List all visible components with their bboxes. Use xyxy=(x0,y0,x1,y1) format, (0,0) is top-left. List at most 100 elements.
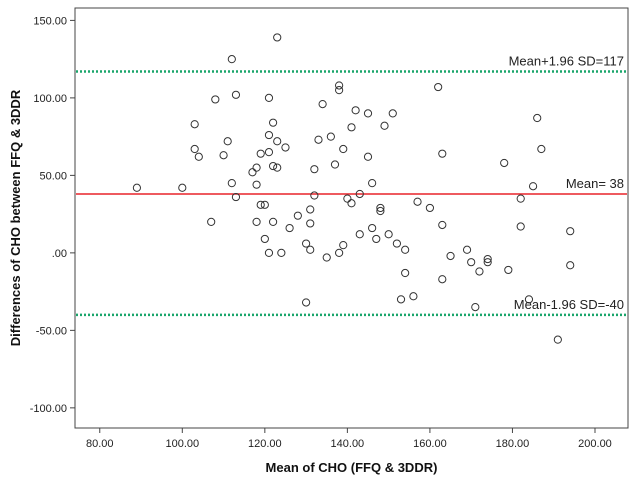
y-tick-label: -50.00 xyxy=(36,325,67,337)
data-point xyxy=(207,217,216,226)
data-point xyxy=(252,217,261,226)
data-point xyxy=(566,227,575,236)
data-point xyxy=(335,81,344,90)
data-point xyxy=(178,183,187,192)
data-point xyxy=(314,135,323,144)
data-point xyxy=(268,118,278,127)
x-tick-label: 200.00 xyxy=(578,438,612,450)
data-point xyxy=(194,152,203,161)
data-point xyxy=(326,132,335,141)
data-point xyxy=(553,335,562,344)
data-point xyxy=(351,106,360,115)
data-point xyxy=(409,292,418,301)
data-point xyxy=(413,197,422,206)
data-point xyxy=(339,241,348,250)
y-tick-label: 50.00 xyxy=(39,170,67,182)
y-tick-label: .00 xyxy=(52,248,67,260)
plot-frame xyxy=(74,7,629,429)
reference-line-label: Mean+1.96 SD=117 xyxy=(509,54,624,69)
data-point xyxy=(285,223,294,233)
data-point xyxy=(347,199,356,208)
data-point xyxy=(355,189,364,199)
y-tick-label: 100.00 xyxy=(33,93,67,105)
data-point xyxy=(264,130,274,140)
data-point xyxy=(260,200,269,209)
data-point xyxy=(318,99,327,109)
y-axis-ticks: 150.00 100.00 50.00 .00 -50.00 -100.00 xyxy=(30,15,75,415)
data-point xyxy=(273,163,282,172)
data-point xyxy=(339,144,348,154)
data-point xyxy=(306,205,315,214)
data-point xyxy=(528,182,538,191)
data-point xyxy=(260,234,269,244)
data-point xyxy=(438,149,447,158)
data-point xyxy=(438,275,447,284)
data-point xyxy=(483,254,492,264)
data-point xyxy=(256,200,265,209)
y-axis-title: Differences of CHO between FFQ & 3DDR xyxy=(8,89,23,346)
data-point xyxy=(504,265,513,275)
data-point xyxy=(462,245,472,254)
y-tick-label: 150.00 xyxy=(33,15,67,27)
reference-line-labels: Mean+1.96 SD=117 Mean= 38 Mean-1.96 SD=-40 xyxy=(509,54,624,312)
data-point xyxy=(248,168,257,177)
data-point xyxy=(425,203,435,213)
data-point xyxy=(335,86,344,95)
data-point xyxy=(343,194,352,203)
data-point xyxy=(252,163,261,172)
data-point xyxy=(264,148,274,157)
data-point xyxy=(537,144,546,154)
x-tick-label: 100.00 xyxy=(165,438,199,450)
data-point xyxy=(438,220,447,230)
data-point xyxy=(190,144,199,154)
data-point xyxy=(302,298,311,307)
data-point xyxy=(372,234,381,244)
data-point xyxy=(277,248,286,257)
data-point xyxy=(376,203,385,213)
x-axis-ticks: 80.00 100.00 120.00 140.00 160.00 180.00 200.0… xyxy=(86,428,612,450)
x-tick-label: 180.00 xyxy=(496,438,530,450)
data-point xyxy=(268,161,278,171)
data-point xyxy=(310,191,319,200)
data-point xyxy=(446,251,455,261)
reference-line-label: Mean-1.96 SD=-40 xyxy=(514,297,624,312)
data-point xyxy=(401,245,410,254)
data-point xyxy=(388,109,397,118)
data-point xyxy=(268,217,278,226)
data-point xyxy=(516,222,525,231)
data-point xyxy=(273,33,282,42)
data-point xyxy=(380,121,389,130)
data-point xyxy=(396,295,406,304)
data-point xyxy=(347,123,356,132)
data-point xyxy=(227,179,236,188)
y-tick-label: -100.00 xyxy=(30,403,67,415)
x-tick-label: 140.00 xyxy=(331,438,365,450)
data-point xyxy=(368,223,377,233)
data-point xyxy=(363,109,373,118)
data-point xyxy=(533,113,542,123)
data-point xyxy=(376,206,385,216)
x-tick-label: 80.00 xyxy=(86,438,114,450)
data-point xyxy=(384,230,393,239)
data-point xyxy=(566,261,575,270)
data-point xyxy=(281,143,290,152)
data-point xyxy=(264,248,274,257)
data-point xyxy=(293,211,302,220)
data-point xyxy=(306,245,315,254)
data-point xyxy=(467,258,476,267)
data-point xyxy=(524,295,534,304)
data-point xyxy=(475,267,484,276)
data-point xyxy=(355,230,364,239)
data-point xyxy=(190,120,199,129)
data-point xyxy=(401,268,410,278)
data-point xyxy=(256,149,265,158)
data-point xyxy=(363,152,373,161)
data-point xyxy=(310,165,319,174)
x-axis-title: Mean of CHO (FFQ & 3DDR) xyxy=(266,460,438,475)
data-point xyxy=(231,192,241,202)
data-point xyxy=(219,151,228,160)
data-point xyxy=(264,93,274,102)
data-point xyxy=(273,137,282,146)
